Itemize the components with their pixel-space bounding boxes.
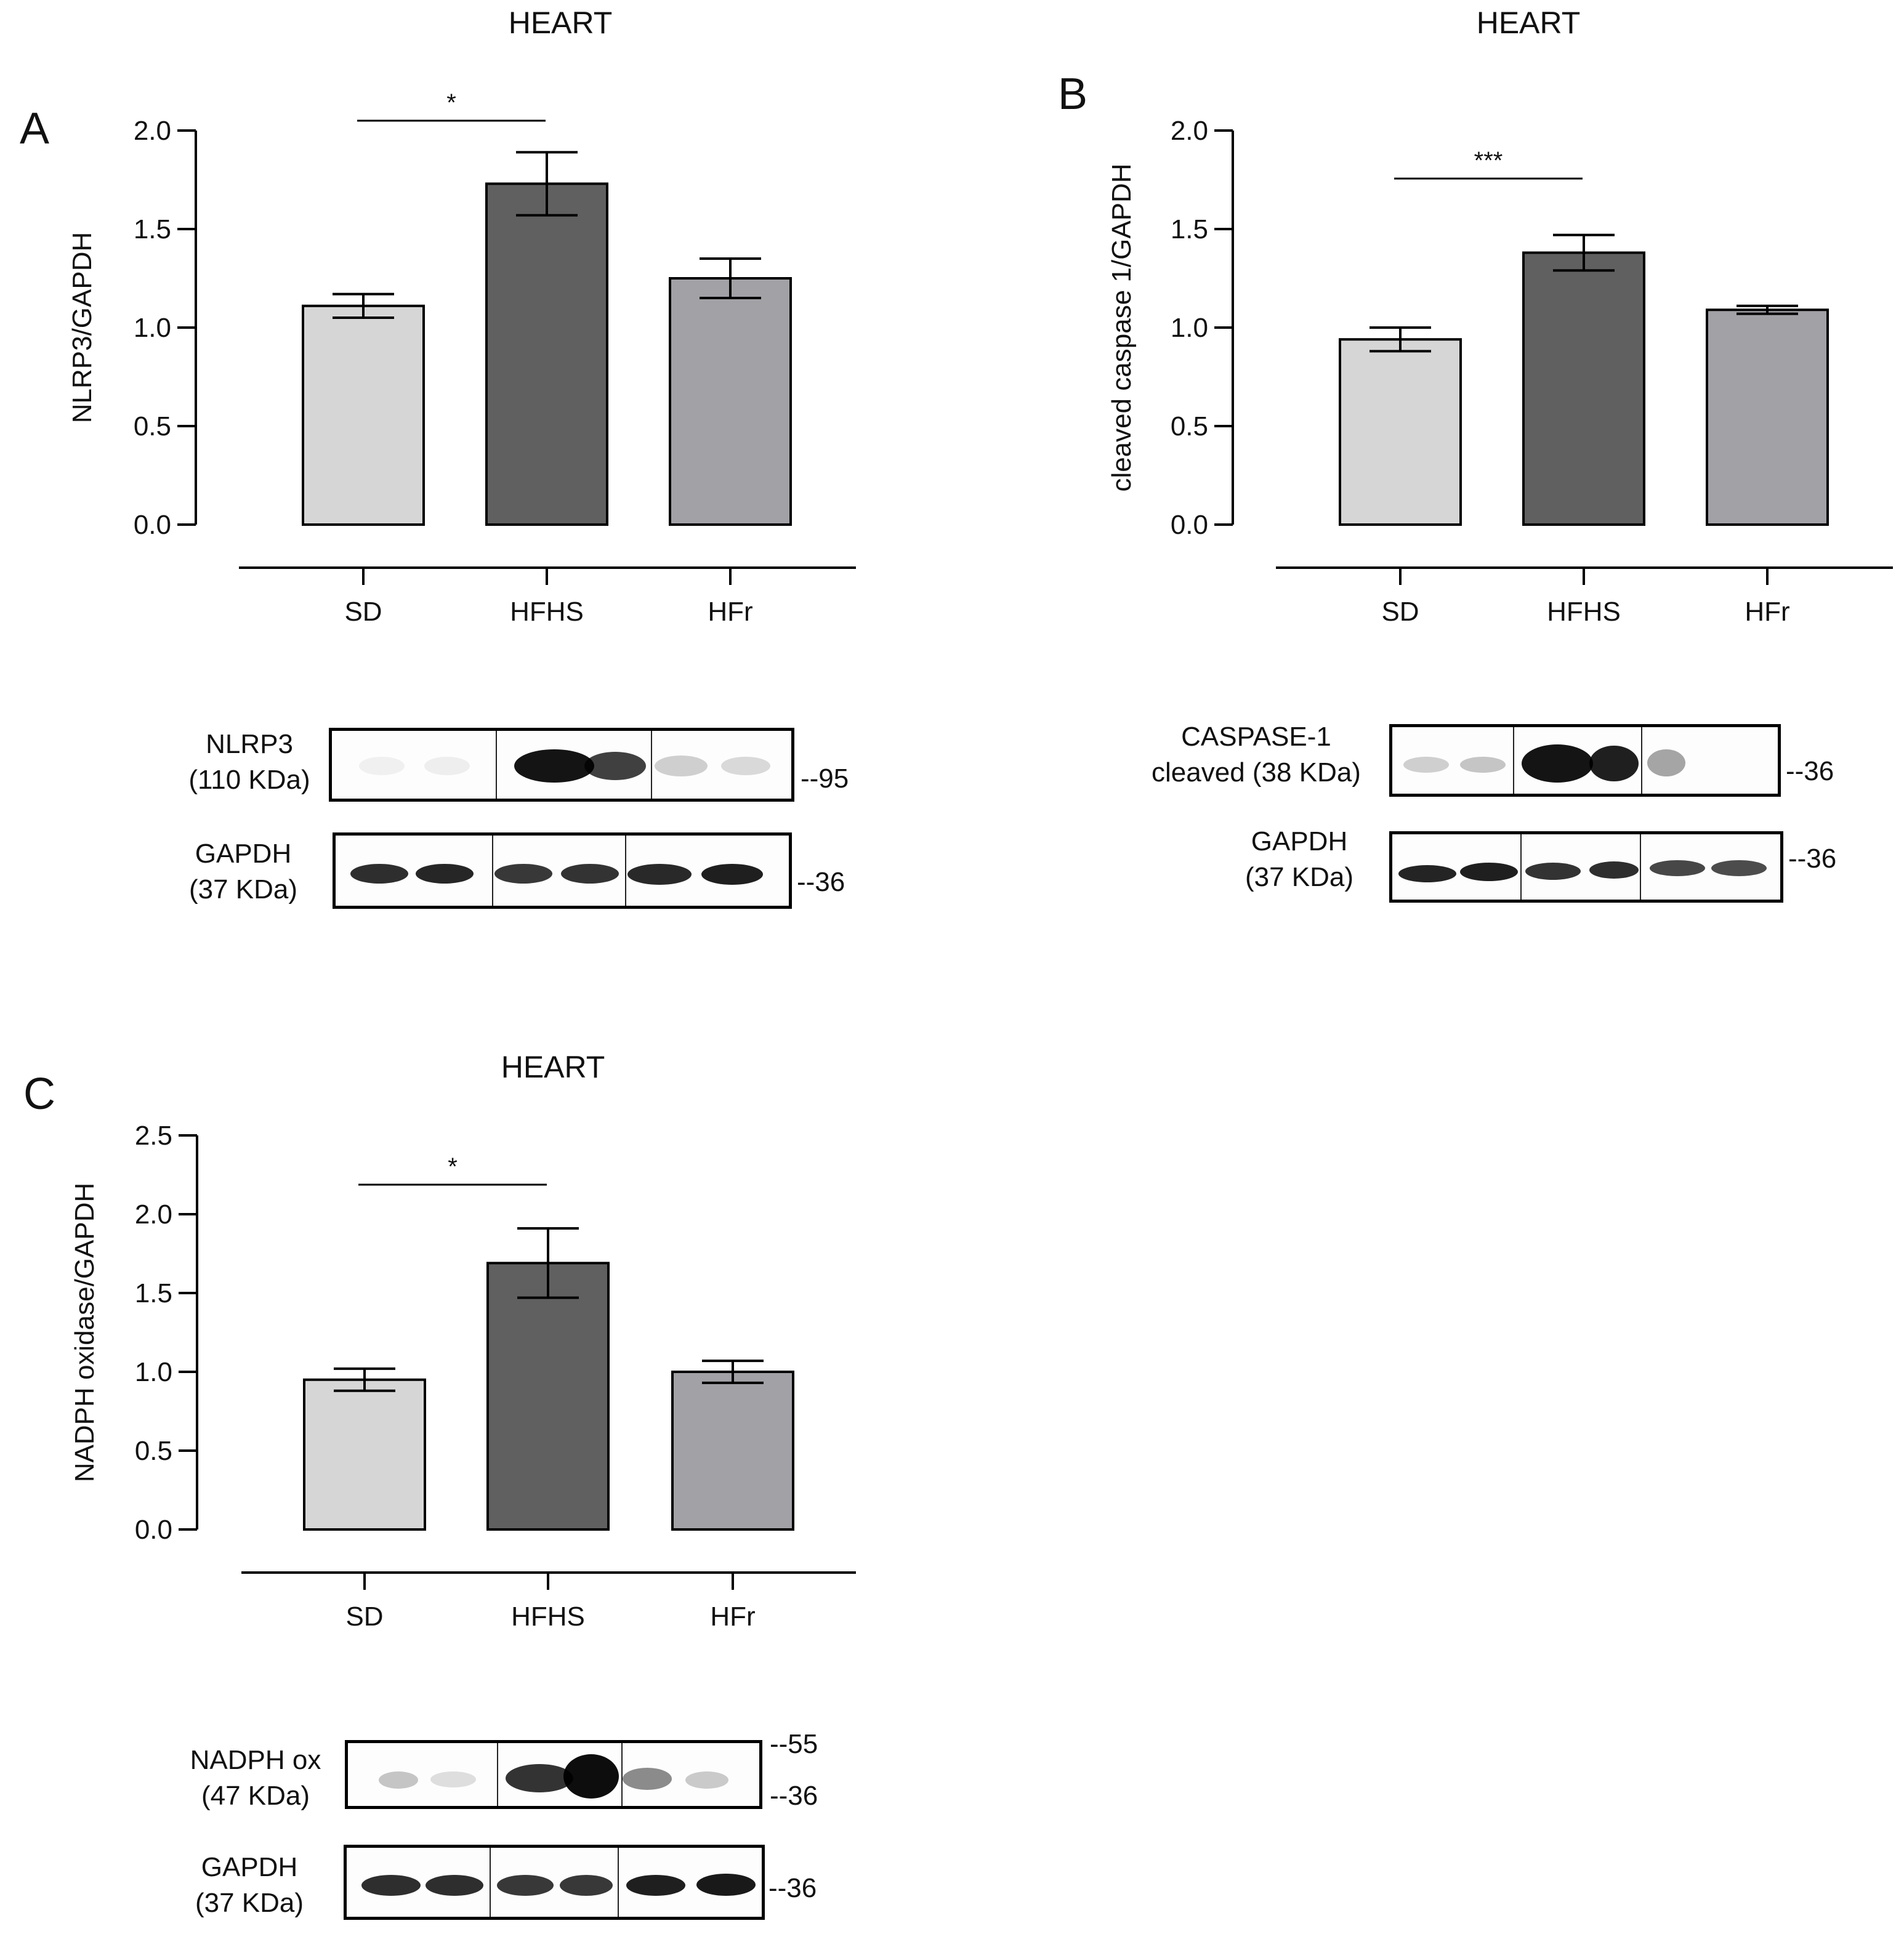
y-tick-label-b-4: 2.0	[1171, 116, 1208, 146]
blot-a-target-marker: --95	[801, 764, 849, 794]
blot-a-control-name: GAPDH	[195, 839, 292, 869]
bar-b-sd	[1339, 338, 1462, 526]
y-tick-label-a-4: 2.0	[134, 116, 171, 146]
blot-a-control	[333, 832, 792, 909]
blot-c-target-marker-36: --36	[770, 1781, 818, 1811]
blot-b-control	[1389, 831, 1783, 903]
blot-c-target-label: NADPH ox (47 KDa)	[166, 1743, 345, 1814]
x-tick-label-a-hfhs: HFHS	[510, 597, 584, 627]
significance-label-a-0: *	[446, 89, 456, 116]
panel-letter-a: A	[20, 104, 50, 153]
y-tick-label-a-2: 1.0	[134, 313, 171, 343]
blot-c-control-weight: (37 KDa)	[195, 1888, 304, 1918]
bar-b-hfr	[1706, 308, 1829, 526]
blot-b-control-name: GAPDH	[1251, 826, 1348, 856]
blot-b-control-weight: (37 KDa)	[1244, 862, 1354, 892]
panel-letter-c: C	[23, 1070, 55, 1119]
bar-c-hfhs	[486, 1262, 610, 1531]
blot-b-control-label: GAPDH (37 KDa)	[1207, 824, 1392, 895]
blot-c-target-name: NADPH ox	[190, 1745, 321, 1775]
x-tick-label-b-hfr: HFr	[1745, 597, 1789, 627]
bar-a-hfhs	[485, 182, 608, 526]
y-tick-label-c-0: 0.0	[135, 1515, 172, 1545]
blot-c-control-name: GAPDH	[201, 1852, 298, 1882]
y-tick-label-b-1: 0.5	[1171, 411, 1208, 441]
y-tick-label-c-4: 2.0	[135, 1199, 172, 1230]
blot-c-control-label: GAPDH (37 KDa)	[179, 1850, 320, 1921]
blot-b-target-weight: cleaved (38 KDa)	[1152, 757, 1361, 788]
x-tick-label-a-hfr: HFr	[708, 597, 752, 627]
y-tick-label-a-3: 1.5	[134, 214, 171, 244]
blot-c-control-marker: --36	[768, 1873, 817, 1903]
x-tick-label-b-sd: SD	[1381, 597, 1419, 627]
bar-a-sd	[302, 304, 425, 526]
blot-a-control-label: GAPDH (37 KDa)	[166, 836, 320, 908]
bar-c-sd	[303, 1378, 426, 1531]
x-tick-label-c-hfhs: HFHS	[511, 1602, 585, 1632]
panel-a-title: HEART	[508, 6, 613, 40]
blot-a-control-marker: --36	[797, 867, 845, 897]
panel-c-title: HEART	[501, 1050, 605, 1084]
y-axis-label-c: NADPH oxidase/GAPDH	[70, 1183, 100, 1483]
y-tick-label-b-0: 0.0	[1171, 510, 1208, 540]
y-tick-label-a-1: 0.5	[134, 411, 171, 441]
blot-c-target-weight: (47 KDa)	[201, 1781, 310, 1811]
blot-a-target-weight: (110 KDa)	[188, 765, 310, 795]
blot-b-target	[1389, 724, 1781, 797]
blot-a-target-label: NLRP3 (110 KDa)	[166, 727, 333, 798]
bar-c-hfr	[671, 1371, 794, 1531]
y-tick-label-b-3: 1.5	[1171, 214, 1208, 244]
blot-b-control-marker: --36	[1788, 844, 1837, 874]
blot-b-target-name: CASPASE-1	[1181, 722, 1331, 752]
y-tick-label-b-2: 1.0	[1171, 313, 1208, 343]
y-axis-label-a: NLRP3/GAPDH	[67, 232, 97, 424]
blot-a-target	[329, 728, 794, 802]
y-tick-label-c-5: 2.5	[135, 1121, 172, 1151]
y-tick-label-c-3: 1.5	[135, 1278, 172, 1308]
blot-a-target-name: NLRP3	[206, 729, 293, 759]
blot-c-control	[344, 1845, 765, 1920]
significance-label-c-0: *	[448, 1153, 458, 1180]
x-tick-label-c-sd: SD	[345, 1602, 383, 1632]
y-tick-label-c-1: 0.5	[135, 1436, 172, 1466]
blot-c-target-marker-55: --55	[770, 1729, 818, 1759]
blot-a-control-weight: (37 KDa)	[188, 874, 298, 905]
x-tick-label-b-hfhs: HFHS	[1547, 597, 1621, 627]
blot-c-target	[345, 1740, 762, 1809]
bar-b-hfhs	[1522, 251, 1645, 526]
y-axis-label-b: cleaved caspase 1/GAPDH	[1107, 163, 1137, 491]
bar-a-hfr	[669, 277, 792, 526]
significance-label-b-0: ***	[1474, 147, 1503, 174]
panel-b-title: HEART	[1476, 6, 1581, 40]
panel-letter-b: B	[1058, 70, 1088, 119]
y-tick-label-c-2: 1.0	[135, 1357, 172, 1387]
blot-b-target-label: CASPASE-1 cleaved (38 KDa)	[1133, 719, 1379, 791]
x-tick-label-c-hfr: HFr	[710, 1602, 755, 1632]
x-tick-label-a-sd: SD	[344, 597, 382, 627]
blot-b-target-marker: --36	[1786, 756, 1834, 786]
y-tick-label-a-0: 0.0	[134, 510, 171, 540]
